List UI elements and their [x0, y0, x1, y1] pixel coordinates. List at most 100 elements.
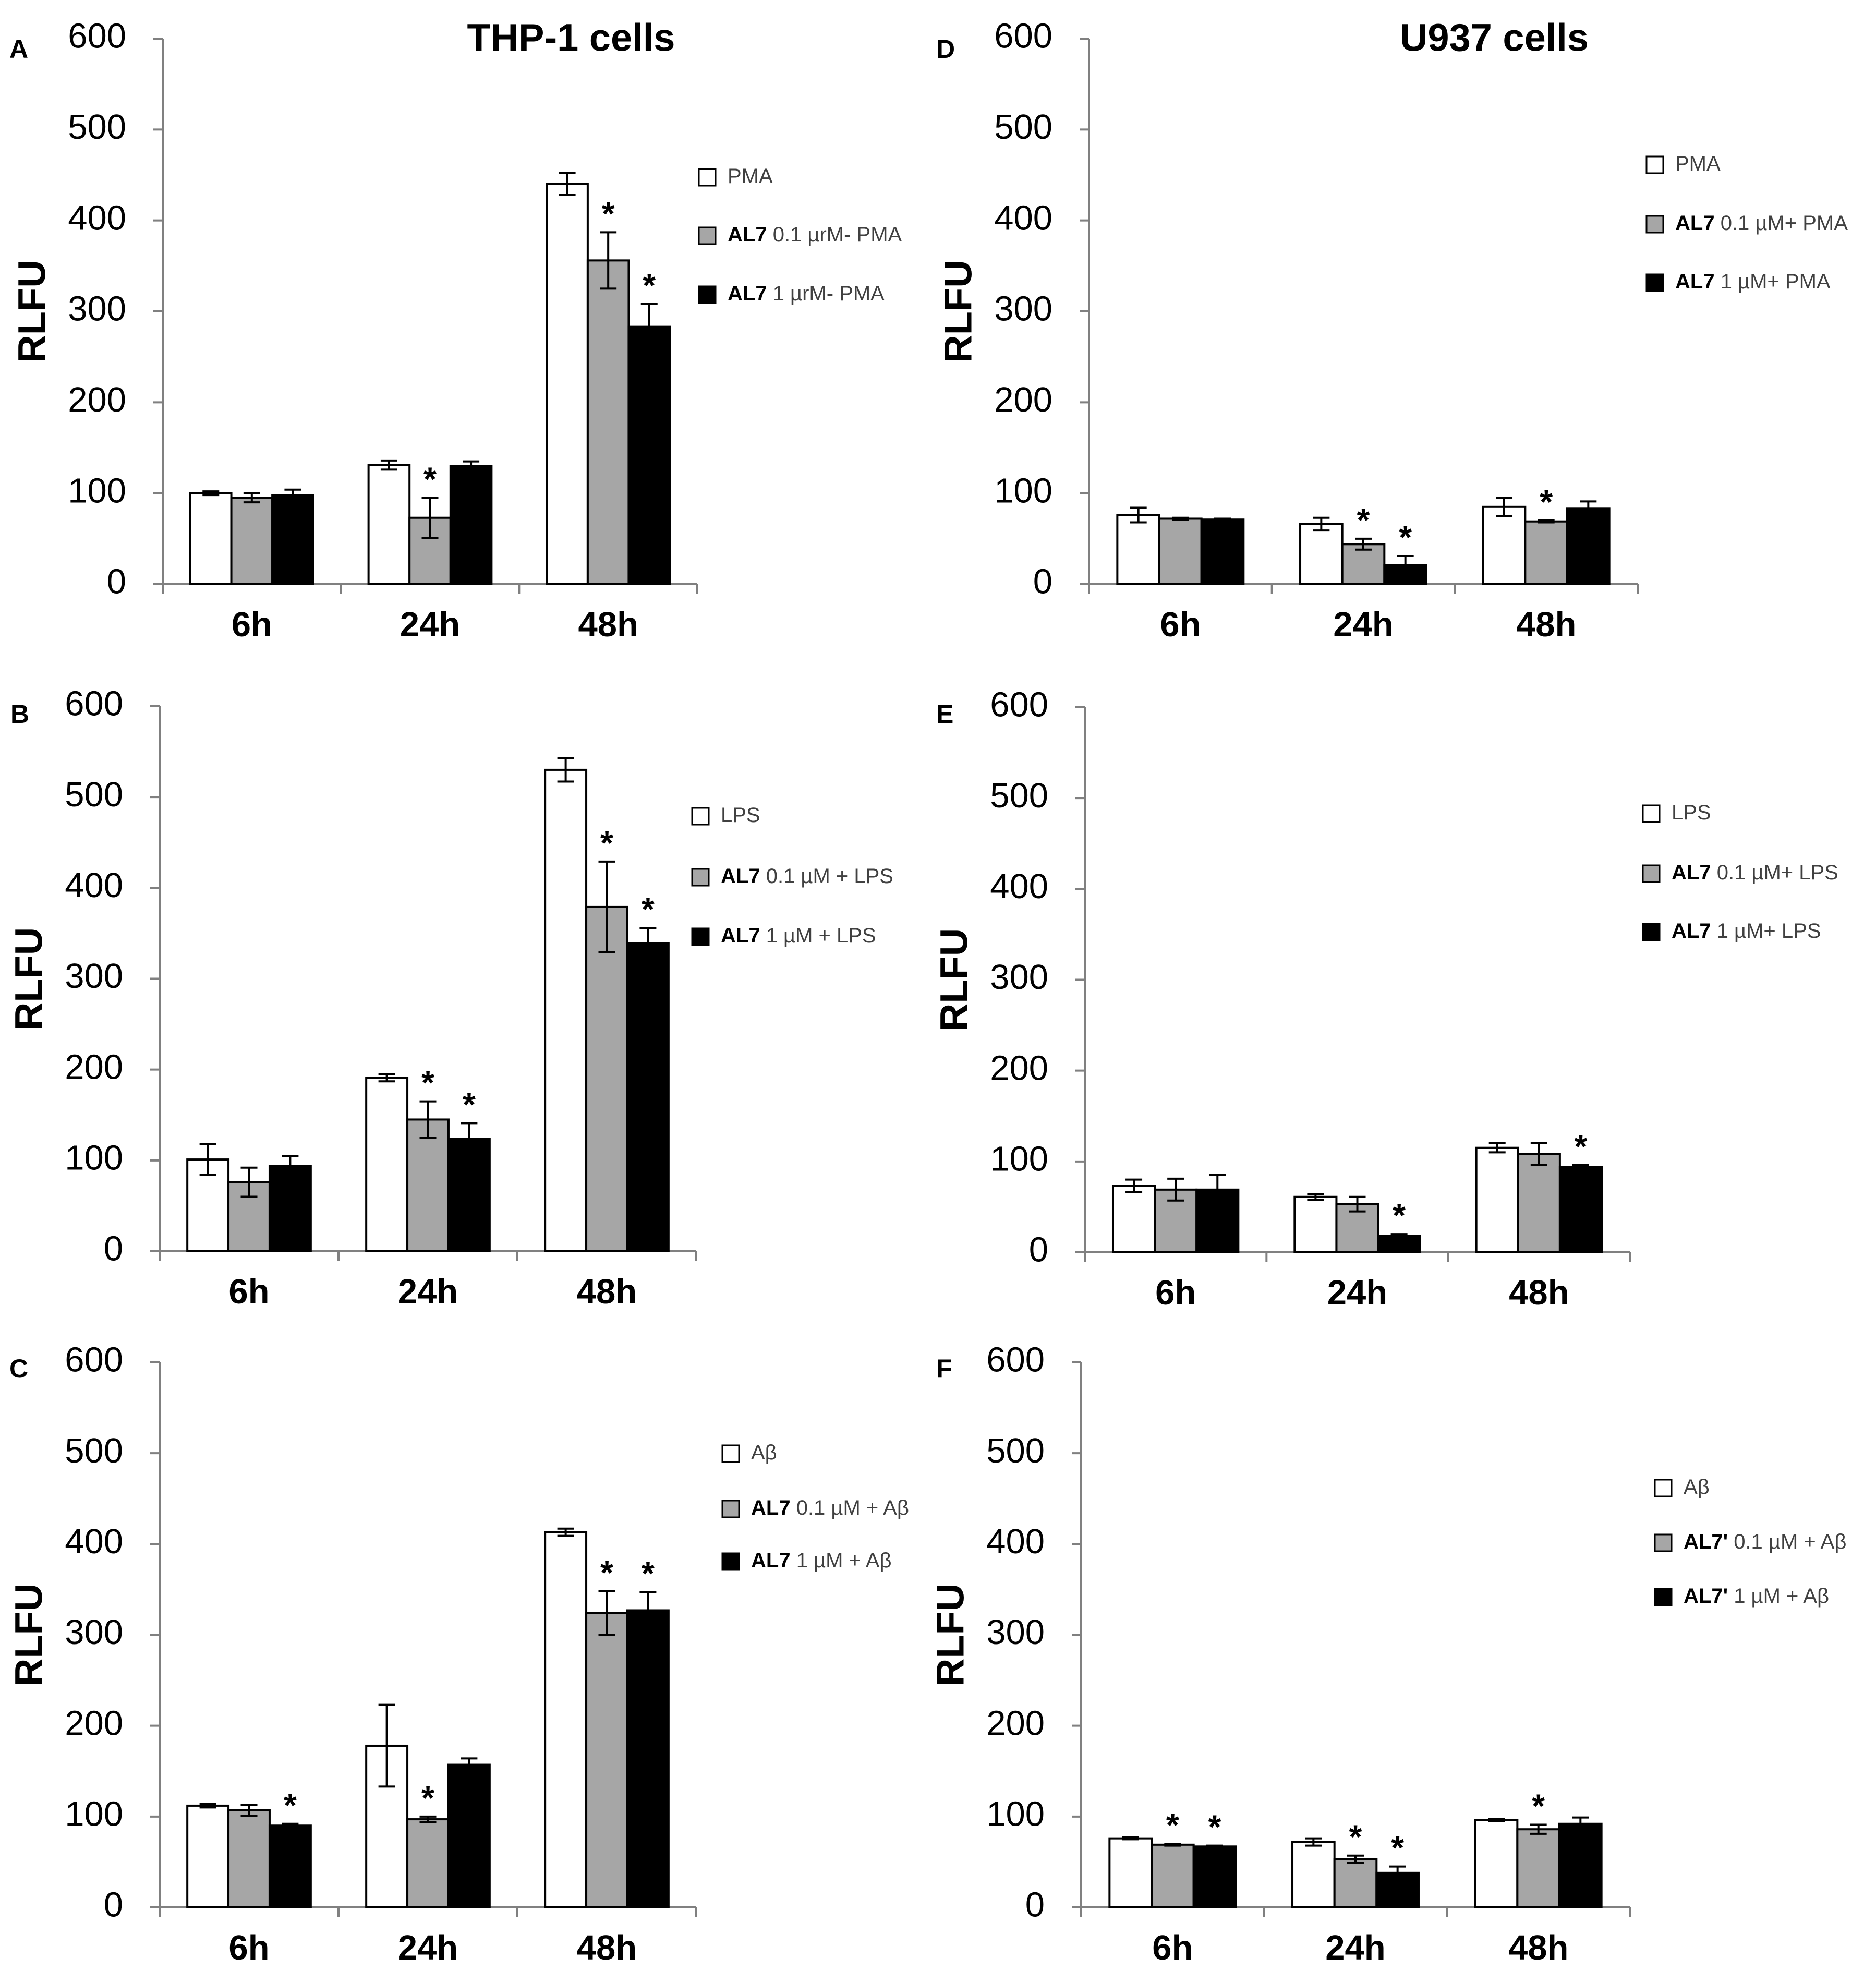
y-tick-label: 400 — [994, 198, 1052, 237]
legend-label-text: 0.1 µM + Aβ — [1728, 1530, 1846, 1553]
legend-swatch — [1654, 1479, 1673, 1497]
significance-star: * — [600, 824, 613, 862]
x-category-label: 6h — [232, 605, 272, 644]
error-bar — [639, 926, 657, 960]
bar — [230, 497, 274, 586]
error-bar — [1305, 1837, 1322, 1847]
bar — [544, 768, 588, 1252]
error-bar — [378, 1073, 395, 1083]
y-tick-label: 0 — [1033, 562, 1052, 601]
legend-label: AL7 1 µrM- PMA — [728, 282, 885, 305]
error-bar — [1488, 1818, 1505, 1822]
bar — [447, 1763, 491, 1909]
significance-star: * — [1540, 483, 1553, 521]
legend-label: Aβ — [751, 1441, 777, 1464]
legend-item: AL7 0.1 µM+ LPS — [1642, 861, 1838, 884]
panel-label: C — [9, 1354, 28, 1383]
bar — [365, 1077, 409, 1252]
x-category-label: 24h — [400, 605, 460, 644]
error-bar — [199, 1143, 216, 1176]
legend-label-text: PMA — [1675, 152, 1721, 175]
legend-label-text: 0.1 µM+ LPS — [1711, 861, 1838, 884]
error-bar — [600, 231, 617, 290]
bar — [1566, 507, 1611, 586]
legend-label: AL7' 1 µM + Aβ — [1684, 1585, 1829, 1608]
bar — [627, 325, 671, 585]
error-bar — [1572, 1816, 1589, 1831]
y-tick-label: 0 — [104, 1229, 123, 1268]
error-bar — [1214, 517, 1231, 522]
legend-item: AL7 0.1 µM + Aβ — [721, 1496, 909, 1519]
bar — [1558, 1166, 1603, 1254]
legend-label: LPS — [721, 804, 760, 827]
y-tick-label: 0 — [107, 562, 126, 601]
bar — [626, 1609, 670, 1909]
error-bar — [1164, 1843, 1181, 1847]
y-tick-label: 200 — [990, 1048, 1048, 1087]
legend-label: AL7 0.1 µM+ LPS — [1672, 861, 1838, 884]
bar — [367, 464, 411, 586]
bar — [1524, 520, 1568, 586]
panel-label: A — [9, 34, 28, 64]
legend-item: AL7 1 µM + LPS — [691, 924, 876, 947]
error-bar — [240, 1804, 258, 1817]
legend-swatch — [721, 1552, 740, 1571]
legend-label: AL7 0.1 µM+ PMA — [1675, 212, 1848, 235]
legend-label: PMA — [1675, 152, 1721, 175]
error-bar — [243, 492, 260, 504]
error-bar — [378, 1703, 395, 1788]
legend-swatch — [1642, 923, 1661, 941]
panel-label: E — [936, 699, 953, 729]
error-bar — [1530, 1142, 1547, 1166]
legend-item: AL7 0.1 µM+ PMA — [1645, 212, 1848, 235]
legend: LPS AL7 0.1 µM+ LPS AL7 1 µM+ LPS — [1642, 801, 1838, 942]
x-category-label: 6h — [1155, 1273, 1196, 1312]
y-axis-label: RLFU — [7, 927, 51, 1030]
x-category-label: 6h — [228, 1928, 269, 1967]
y-tick-label: 600 — [65, 1340, 123, 1380]
legend-label: AL7 1 µM + LPS — [721, 924, 876, 947]
error-bar — [1167, 1177, 1184, 1202]
bar — [227, 1809, 271, 1908]
legend-label-bold: AL7 — [1672, 920, 1711, 942]
legend-label-text: 0.1 µrM- PMA — [767, 223, 902, 246]
x-category-label: 6h — [228, 1272, 269, 1311]
bar — [406, 1818, 450, 1909]
significance-star: * — [642, 890, 655, 928]
legend-item: LPS — [1642, 801, 1711, 824]
bar — [546, 183, 589, 585]
error-bar — [284, 488, 301, 502]
bar — [1375, 1871, 1420, 1908]
legend-label-text: 0.1 µM+ PMA — [1715, 212, 1848, 235]
x-category-label: 24h — [398, 1272, 458, 1311]
significance-star: * — [1574, 1128, 1587, 1165]
bar — [1516, 1828, 1560, 1908]
y-tick-label: 400 — [986, 1522, 1045, 1561]
legend-swatch — [1654, 1533, 1673, 1552]
legend-label: AL7 0.1 µrM- PMA — [728, 223, 902, 246]
y-tick-label: 500 — [68, 107, 126, 147]
bar — [1151, 1843, 1195, 1908]
significance-star: * — [1349, 1818, 1362, 1856]
x-category-label: 48h — [577, 1928, 637, 1967]
error-bar — [1122, 1836, 1139, 1841]
bar — [268, 1824, 312, 1908]
legend-item: PMA — [698, 165, 773, 188]
bar — [1158, 517, 1203, 585]
y-tick-label: 200 — [65, 1047, 123, 1086]
y-tick-label: 500 — [65, 775, 123, 814]
bar — [1558, 1822, 1603, 1908]
legend-label-text: 1 µM+ LPS — [1711, 920, 1821, 942]
panel-a: A THP-1 cells RLFU 0 100 200 300 400 500 600 6h 24h… — [9, 16, 902, 644]
error-bar — [1125, 1178, 1143, 1194]
error-bar — [557, 757, 574, 783]
bar — [1200, 518, 1245, 585]
bar — [1293, 1195, 1338, 1253]
legend-item: AL7' 1 µM + Aβ — [1654, 1585, 1829, 1608]
significance-star: * — [1166, 1806, 1179, 1844]
x-category-label: 48h — [1516, 605, 1576, 644]
panel-d: D U937 cells RLFU 0 100 200 300 400 500 600 6h 24h *… — [936, 16, 1848, 644]
bar — [189, 492, 233, 586]
